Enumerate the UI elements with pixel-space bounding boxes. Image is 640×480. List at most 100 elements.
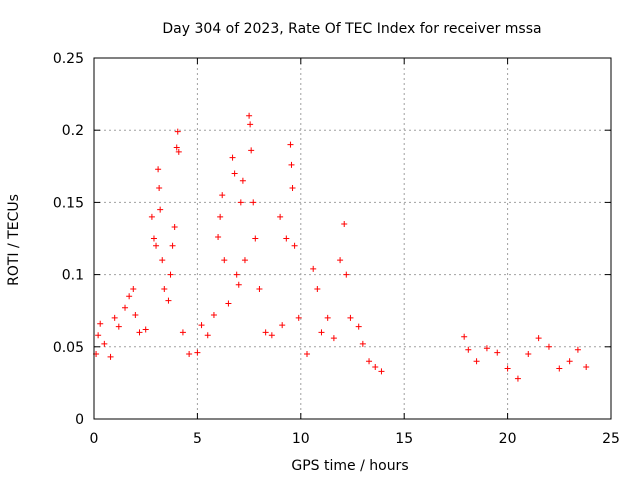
data-point (330, 335, 337, 342)
data-point (277, 213, 284, 220)
data-point (174, 128, 181, 135)
y-tick-label: 0.25 (53, 51, 84, 67)
data-point (372, 364, 379, 371)
data-point (239, 177, 246, 184)
data-point (219, 192, 226, 199)
data-point (156, 184, 163, 191)
data-point (347, 314, 354, 321)
data-point (126, 293, 133, 300)
data-point (556, 365, 563, 372)
data-point (150, 235, 157, 242)
data-point (175, 148, 182, 155)
data-point (95, 332, 102, 339)
data-point (148, 213, 155, 220)
data-point (314, 286, 321, 293)
data-point (250, 199, 257, 206)
chart-title: Day 304 of 2023, Rate Of TEC Index for r… (162, 21, 541, 37)
data-point (359, 340, 366, 347)
grid-layer (94, 58, 611, 419)
x-tick-label: 10 (292, 431, 310, 447)
data-point (186, 351, 193, 358)
data-point (494, 349, 501, 356)
data-point (283, 235, 290, 242)
data-point (465, 346, 472, 353)
data-point (545, 343, 552, 350)
data-point (574, 346, 581, 353)
data-point (295, 314, 302, 321)
data-point (233, 271, 240, 278)
data-point (287, 141, 294, 148)
data-point (343, 271, 350, 278)
y-tick-label: 0.05 (53, 340, 84, 356)
data-point (504, 365, 511, 372)
data-point (155, 166, 162, 173)
data-point (318, 329, 325, 336)
data-point (107, 353, 114, 360)
y-tick-label: 0.1 (62, 268, 84, 284)
data-point (341, 221, 348, 228)
data-point (204, 332, 211, 339)
data-point (535, 335, 542, 342)
data-point (262, 329, 269, 336)
data-point (237, 199, 244, 206)
x-axis-label: GPS time / hours (291, 458, 408, 474)
data-point (179, 329, 186, 336)
data-point (169, 242, 176, 249)
data-point (461, 333, 468, 340)
data-point (289, 184, 296, 191)
data-point (111, 314, 118, 321)
data-point (217, 213, 224, 220)
data-point (583, 364, 590, 371)
x-tick-label: 25 (602, 431, 620, 447)
data-point (130, 286, 137, 293)
data-point (566, 358, 573, 365)
data-point (268, 332, 275, 339)
data-point (337, 257, 344, 264)
data-point (324, 314, 331, 321)
data-point (252, 235, 259, 242)
data-marks (93, 112, 590, 382)
x-tick-label: 5 (193, 431, 202, 447)
y-axis-label: ROTI / TECUs (6, 194, 22, 286)
data-point (291, 242, 298, 249)
data-point (215, 234, 222, 241)
data-point (304, 351, 311, 358)
data-point (97, 320, 104, 327)
data-point (157, 206, 164, 213)
data-point (231, 170, 238, 177)
data-point (122, 304, 129, 311)
data-point (235, 281, 242, 288)
data-point (221, 257, 228, 264)
x-tick-label: 0 (90, 431, 99, 447)
data-point (210, 312, 217, 319)
data-point (310, 265, 317, 272)
data-point (225, 300, 232, 307)
data-point (101, 340, 108, 347)
data-point (248, 147, 255, 154)
data-point (115, 323, 122, 330)
data-point (246, 112, 253, 119)
x-tick-label: 20 (499, 431, 517, 447)
data-point (171, 223, 178, 230)
y-tick-label: 0 (75, 412, 84, 428)
data-point (165, 297, 172, 304)
data-point (514, 375, 521, 382)
data-point (142, 326, 149, 333)
data-point (366, 358, 373, 365)
data-point (229, 154, 236, 161)
data-point (132, 312, 139, 319)
data-point (136, 329, 143, 336)
data-point (473, 358, 480, 365)
data-point (241, 257, 248, 264)
data-point (161, 286, 168, 293)
data-point (198, 322, 205, 329)
data-point (483, 345, 490, 352)
data-point (167, 271, 174, 278)
data-point (256, 286, 263, 293)
data-point (378, 368, 385, 375)
tick-layer: 0 0.05 0.1 0.15 0.2 0.25 0 5 10 15 20 25 (53, 51, 620, 447)
plot-frame (93, 57, 612, 420)
data-point (159, 257, 166, 264)
